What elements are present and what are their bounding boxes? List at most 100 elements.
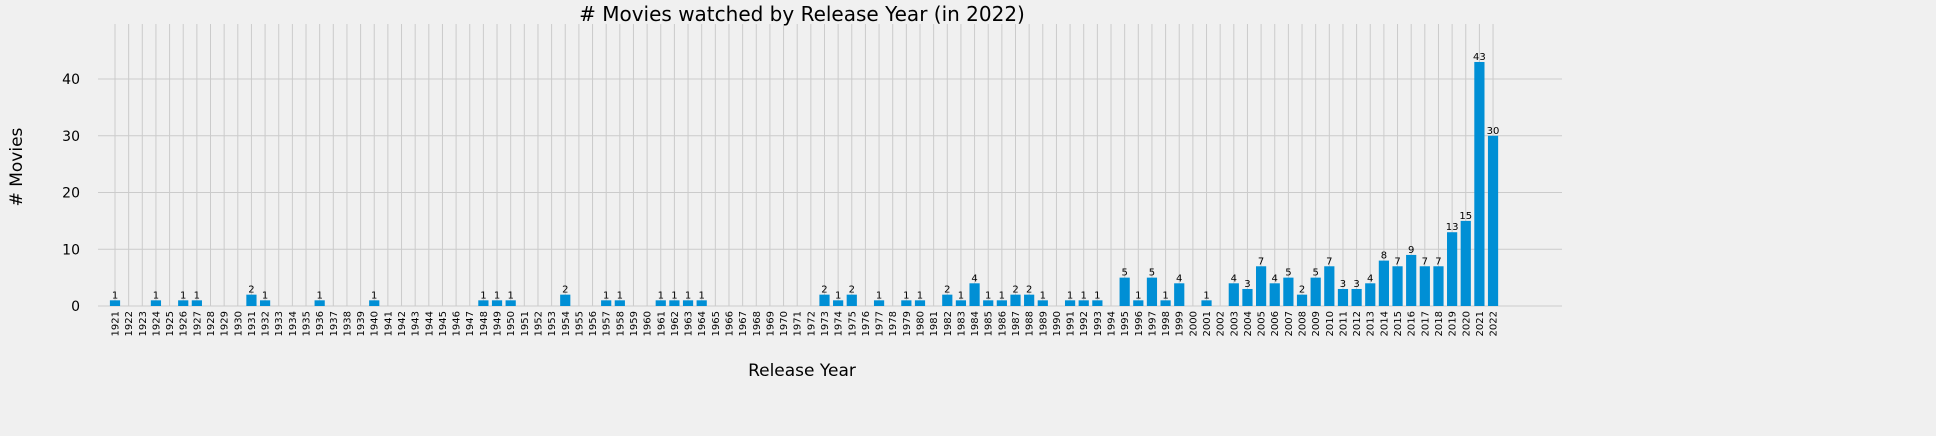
x-tick-label: 1969 [765,311,776,336]
x-tick-label: 1963 [684,311,695,336]
x-tick-label: 2004 [1243,311,1254,336]
x-tick-labels: 1921 1922 1923 1924 1925 1926 1927 1928 1929 1930… [111,311,1500,336]
data-label-1995: 5 [1121,268,1127,279]
data-label-1985: 1 [985,290,991,301]
data-label-1975: 2 [849,285,855,296]
bar-1979 [901,300,912,306]
x-tick-label: 1993 [1093,311,1104,336]
bar-1975 [846,294,857,306]
x-tick-label: 2014 [1379,311,1390,336]
data-label-1979: 1 [903,290,909,301]
x-tick-label: 2009 [1311,311,1322,336]
data-label-1988: 2 [1026,285,1032,296]
bar-1985 [983,300,994,306]
data-label-2001: 1 [1203,290,1209,301]
bar-1950 [505,300,516,306]
data-label-1989: 1 [1040,290,1046,301]
x-tick-label: 2010 [1325,311,1336,336]
x-tick-label: 1938 [342,311,353,336]
data-label-1973: 2 [821,285,827,296]
x-tick-label: 1966 [724,311,735,336]
bar-1998 [1160,300,1171,306]
bars [109,61,1499,306]
data-label-1974: 1 [835,290,841,301]
bar-1961 [655,300,666,306]
bar-1948 [478,300,489,306]
data-label-1936: 1 [316,290,322,301]
bar-1932 [259,300,271,306]
x-tick-label: 1947 [465,311,476,336]
x-tick-label: 1995 [1120,311,1131,336]
bar-2018 [1433,266,1444,306]
x-tick-label: 1980 [915,311,926,336]
data-label-2012: 3 [1353,279,1359,290]
x-tick-label: 1991 [1066,311,1077,336]
chart-title: # Movies watched by Release Year (in 202… [579,2,1025,26]
y-tick-label: 0 [71,299,80,315]
bar-1973 [819,294,830,306]
x-tick-label: 1965 [711,311,722,336]
x-tick-label: 2011 [1338,311,1349,336]
bar-2003 [1228,283,1239,306]
bar-2022 [1487,135,1499,306]
x-tick-label: 1944 [424,311,435,336]
x-tick-label: 1930 [233,311,244,336]
data-label-2008: 2 [1299,285,1305,296]
data-label-1997: 5 [1149,268,1155,279]
data-label-1987: 2 [1012,285,1018,296]
x-tick-label: 1954 [561,311,572,336]
bar-1936 [314,300,325,306]
bar-1996 [1133,300,1144,306]
x-tick-label: 1928 [206,311,217,336]
bar-1999 [1174,283,1185,306]
bar-1926 [178,300,189,306]
x-tick-label: 1923 [138,311,149,336]
x-tick-label: 1943 [411,311,422,336]
y-tick-label: 10 [62,242,80,258]
data-label-1926: 1 [180,290,186,301]
x-tick-label: 1968 [752,311,763,336]
bar-1995 [1119,277,1130,306]
x-tick-label: 1997 [1147,311,1158,336]
x-tick-label: 1971 [793,311,804,336]
data-label-2018: 7 [1435,256,1441,267]
data-label-1931: 2 [248,285,254,296]
data-label-1950: 1 [507,290,513,301]
data-label-1932: 1 [262,290,268,301]
x-tick-label: 1996 [1134,311,1145,336]
x-tick-label: 1959 [629,311,640,336]
data-label-1991: 1 [1067,290,1073,301]
bar-1963 [682,300,694,306]
y-tick-label: 30 [62,129,80,145]
bar-1958 [614,300,625,306]
data-label-2009: 5 [1312,268,1318,279]
data-label-1957: 1 [603,290,609,301]
x-tick-label: 1975 [847,311,858,336]
x-tick-label: 1951 [520,311,531,336]
x-tick-label: 2000 [1188,311,1199,336]
bar-1987 [1010,294,1021,306]
data-label-1940: 1 [371,290,377,301]
x-tick-label: 2008 [1298,311,1309,336]
x-tick-label: 1945 [438,311,449,336]
x-tick-label: 2018 [1434,311,1445,336]
bar-1992 [1078,300,1089,306]
x-tick-label: 1984 [970,311,981,336]
x-tick-label: 1933 [274,311,285,336]
data-label-2003: 4 [1231,273,1237,284]
x-tick-label: 2012 [1352,311,1363,336]
data-label-2015: 7 [1394,256,1400,267]
x-tick-label: 1981 [929,311,940,336]
bar-2020 [1460,220,1471,306]
x-tick-label: 2022 [1489,311,1500,336]
x-tick-label: 1931 [247,311,258,336]
x-tick-label: 1957 [602,311,613,336]
x-tick-label: 1932 [261,311,272,336]
x-tick-label: 2021 [1475,311,1486,336]
x-tick-label: 1921 [111,311,122,336]
data-label-2017: 7 [1422,256,1428,267]
x-tick-label: 1953 [547,311,558,336]
x-tick-label: 1983 [956,311,967,336]
x-tick-label: 1956 [588,311,599,336]
